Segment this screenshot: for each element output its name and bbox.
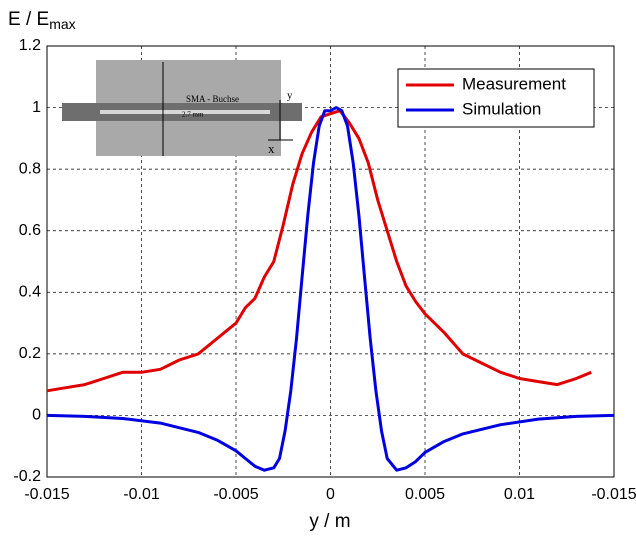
x-tick-label: -0.015 [591, 486, 636, 503]
x-tick-label: 0.005 [405, 486, 445, 503]
inset-photo: SMA - Buchse 2.7 mm y x [62, 60, 302, 156]
data-line [46, 106, 615, 472]
annotation: y [287, 90, 293, 102]
x-tick-label: 0 [326, 486, 335, 503]
x-tick-label: 0.01 [504, 486, 535, 503]
x-tick-label: -0.005 [213, 486, 258, 503]
y-tick-label: 0.4 [19, 284, 41, 301]
y-tick-label: 0.2 [19, 345, 41, 362]
y-axis-label-sub: max [49, 16, 75, 32]
legend-box [397, 68, 595, 128]
y-tick-label: 0 [32, 407, 41, 424]
annotation: 2.7 mm [182, 111, 204, 119]
y-tick-label: 0.6 [19, 222, 41, 239]
y-axis-label-main: E / E [8, 9, 49, 30]
y-tick-label: 1 [32, 99, 41, 116]
annotation: x [268, 141, 275, 156]
x-tick-label: -0.015 [24, 486, 69, 503]
y-tick-label: -0.2 [13, 468, 41, 485]
y-tick-label: 1.2 [19, 37, 41, 54]
y-axis-label: E / Emax [8, 9, 76, 32]
legend-label: Simulation [462, 99, 541, 118]
annotation: SMA - Buchse [186, 94, 239, 104]
data-line [46, 109, 592, 393]
plot-frame [46, 45, 615, 478]
x-axis-label: y / m [309, 511, 350, 532]
photo-trace [100, 110, 270, 114]
x-tick-label: -0.01 [123, 486, 160, 503]
legend-label: Measurement [462, 74, 566, 93]
y-tick-label: 0.8 [19, 160, 41, 177]
